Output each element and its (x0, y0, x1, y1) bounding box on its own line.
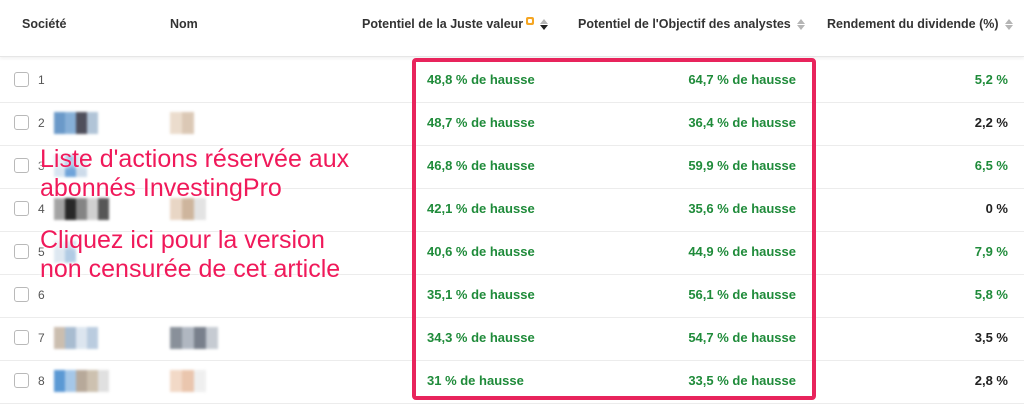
juste-valeur-cell: 46,8 % de hausse (427, 158, 535, 173)
table-row[interactable]: 4 42,1 % de hausse 35,6 % de hausse 0 % (0, 188, 1024, 232)
objectif-cell: 56,1 % de hausse (688, 287, 796, 302)
col-nom[interactable]: Nom (170, 17, 198, 31)
overlay-promo-title[interactable]: Liste d'actions réservée aux abonnés Inv… (40, 145, 349, 203)
rendement-cell: 7,9 % (974, 244, 1008, 259)
overlay-line-2: abonnés InvestingPro (40, 174, 282, 202)
row-checkbox[interactable] (14, 330, 29, 345)
col-societe[interactable]: Société (22, 17, 66, 31)
censored-company (54, 112, 98, 134)
sort-icon[interactable] (540, 18, 549, 30)
col-societe-label: Société (22, 17, 67, 31)
juste-valeur-cell: 48,8 % de hausse (427, 72, 535, 87)
row-checkbox[interactable] (14, 201, 29, 216)
rendement-cell: 6,5 % (974, 158, 1008, 173)
objectif-cell: 35,6 % de hausse (688, 201, 796, 216)
objectif-cell: 36,4 % de hausse (688, 115, 796, 130)
row-number: 3 (38, 159, 45, 173)
col-rendement-label: Rendement du dividende (%) (827, 17, 999, 31)
rendement-cell: 0 % (985, 201, 1008, 216)
objectif-cell: 64,7 % de hausse (688, 72, 796, 87)
censored-company (54, 241, 76, 263)
row-number: 8 (38, 374, 45, 388)
censored-company (54, 370, 109, 392)
row-number: 2 (38, 116, 45, 130)
table-row[interactable]: 7 34,3 % de hausse 54,7 % de hausse 3,5 % (0, 317, 1024, 361)
objectif-cell: 59,9 % de hausse (688, 158, 796, 173)
rendement-cell: 3,5 % (974, 330, 1008, 345)
censored-company (54, 198, 109, 220)
col-objectif[interactable]: Potentiel de l'Objectif des analystes (578, 17, 805, 31)
row-checkbox[interactable] (14, 115, 29, 130)
rendement-cell: 5,2 % (974, 72, 1008, 87)
col-objectif-label: Potentiel de l'Objectif des analystes (578, 17, 791, 31)
juste-valeur-cell: 48,7 % de hausse (427, 115, 535, 130)
row-number: 6 (38, 288, 45, 302)
overlay-line-4: non censurée de cet article (40, 255, 341, 283)
juste-valeur-cell: 35,1 % de hausse (427, 287, 535, 302)
row-number: 1 (38, 73, 45, 87)
pro-badge-icon (526, 17, 535, 25)
col-rendement[interactable]: Rendement du dividende (%) (827, 17, 1013, 31)
censored-name (170, 112, 194, 134)
objectif-cell: 33,5 % de hausse (688, 373, 796, 388)
table-row[interactable]: 3 46,8 % de hausse 59,9 % de hausse 6,5 % (0, 145, 1024, 189)
col-juste-valeur-label: Potentiel de la Juste valeur (362, 17, 524, 31)
row-checkbox[interactable] (14, 373, 29, 388)
censored-name (170, 370, 206, 392)
overlay-promo-link[interactable]: Cliquez ici pour la version non censurée… (40, 226, 340, 284)
table-row[interactable]: 5 40,6 % de hausse 44,9 % de hausse 7,9 % (0, 231, 1024, 275)
row-checkbox[interactable] (14, 244, 29, 259)
sort-icon[interactable] (1004, 18, 1013, 30)
censored-name (170, 327, 218, 349)
censored-name (170, 198, 206, 220)
row-number: 5 (38, 245, 45, 259)
row-checkbox[interactable] (14, 158, 29, 173)
col-juste-valeur[interactable]: Potentiel de la Juste valeur (362, 17, 549, 31)
censored-company (54, 327, 98, 349)
juste-valeur-cell: 42,1 % de hausse (427, 201, 535, 216)
table-row[interactable]: 6 35,1 % de hausse 56,1 % de hausse 5,8 % (0, 274, 1024, 318)
row-number: 4 (38, 202, 45, 216)
overlay-line-3: Cliquez ici pour la version (40, 226, 325, 254)
censored-company (54, 155, 87, 177)
juste-valeur-cell: 34,3 % de hausse (427, 330, 535, 345)
rendement-cell: 2,2 % (974, 115, 1008, 130)
table-row[interactable]: 2 48,7 % de hausse 36,4 % de hausse 2,2 % (0, 102, 1024, 146)
juste-valeur-cell: 31 % de hausse (427, 373, 524, 388)
table-row[interactable]: 1 48,8 % de hausse 64,7 % de hausse 5,2 % (0, 59, 1024, 103)
sort-icon[interactable] (796, 18, 805, 30)
juste-valeur-cell: 40,6 % de hausse (427, 244, 535, 259)
row-checkbox[interactable] (14, 287, 29, 302)
objectif-cell: 44,9 % de hausse (688, 244, 796, 259)
row-number: 7 (38, 331, 45, 345)
row-checkbox[interactable] (14, 72, 29, 87)
objectif-cell: 54,7 % de hausse (688, 330, 796, 345)
col-nom-label: Nom (170, 17, 198, 31)
rendement-cell: 5,8 % (974, 287, 1008, 302)
table-header: Société Nom Potentiel de la Juste valeur… (0, 0, 1024, 57)
rendement-cell: 2,8 % (974, 373, 1008, 388)
table-row[interactable]: 8 31 % de hausse 33,5 % de hausse 2,8 % (0, 360, 1024, 404)
overlay-line-1: Liste d'actions réservée aux (40, 145, 350, 173)
